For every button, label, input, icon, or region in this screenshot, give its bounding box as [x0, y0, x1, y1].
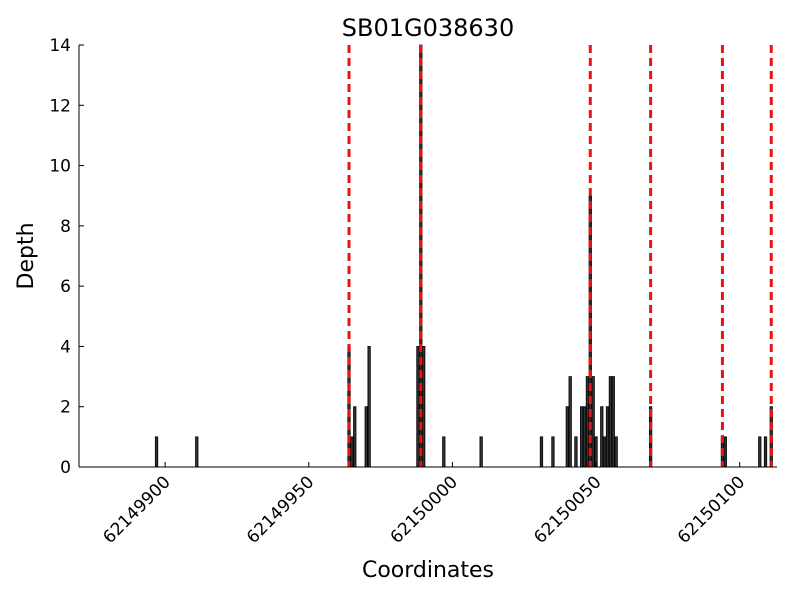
- y-tick-label: 14: [49, 36, 71, 56]
- depth-bar: [611, 376, 615, 468]
- depth-bar: [350, 436, 354, 468]
- depth-bar: [600, 406, 604, 468]
- x-axis-label: Coordinates: [362, 558, 494, 583]
- depth-bar: [416, 346, 420, 468]
- y-tick-label: 6: [60, 277, 71, 297]
- depth-bar: [605, 406, 610, 468]
- depth-bar: [568, 376, 572, 468]
- depth-bar: [591, 376, 595, 468]
- x-tick-label: 62150000: [387, 472, 462, 547]
- y-tick-label: 10: [49, 157, 71, 177]
- y-axis-label: Depth: [14, 222, 39, 289]
- x-tick-label: 62149900: [99, 472, 174, 547]
- depth-bar: [364, 406, 368, 468]
- y-ticks-group: 0 2 4 6 8 10 12 14: [49, 36, 84, 478]
- depth-bar: [585, 376, 590, 468]
- depth-bar: [565, 406, 569, 468]
- depth-bar: [603, 436, 607, 468]
- depth-bar: [580, 406, 584, 468]
- depth-bar: [479, 436, 483, 468]
- depth-bar: [608, 376, 613, 468]
- depth-bar: [582, 406, 587, 468]
- depth-bar: [422, 346, 426, 468]
- y-tick-label: 2: [60, 398, 71, 418]
- depth-bar: [614, 436, 618, 468]
- depth-bar: [367, 346, 371, 468]
- depth-bar: [539, 436, 544, 468]
- reference-lines-group: [347, 45, 773, 467]
- y-tick-label: 12: [49, 96, 71, 116]
- x-tick-label: 62149950: [243, 472, 318, 547]
- depth-bar: [195, 436, 199, 468]
- x-tick-label: 62150050: [530, 472, 605, 547]
- depth-bar: [551, 436, 555, 468]
- depth-bar: [723, 436, 727, 468]
- bars-group: [154, 44, 773, 468]
- x-tick-label: 62150100: [674, 472, 749, 547]
- y-tick-label: 0: [60, 458, 71, 478]
- depth-bar: [574, 436, 578, 468]
- depth-bar: [763, 436, 768, 468]
- chart-title: SB01G038630: [342, 14, 514, 42]
- depth-bar: [442, 436, 446, 468]
- depth-bar: [154, 436, 159, 468]
- y-tick-label: 8: [60, 217, 71, 237]
- depth-bar: [758, 436, 762, 468]
- depth-bar: [353, 406, 357, 468]
- y-tick-label: 4: [60, 337, 71, 357]
- x-ticks-group: 62149900 62149950 62150000 62150050 62150100: [99, 462, 749, 548]
